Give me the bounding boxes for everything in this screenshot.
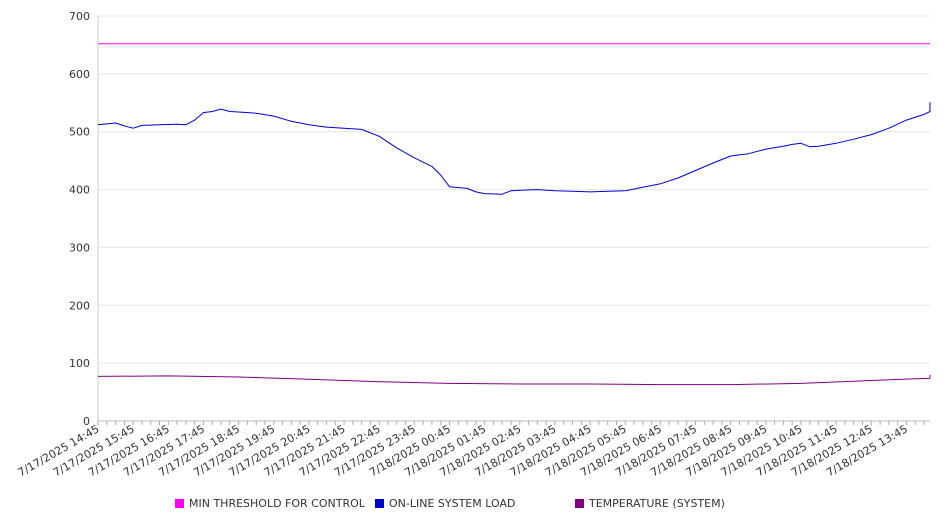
y-tick-label: 400 [69,184,90,197]
y-tick-label: 700 [69,10,90,23]
legend-swatch [575,499,584,508]
grid-lines [98,15,930,422]
y-tick-label: 100 [69,357,90,370]
series-line-2 [97,374,931,386]
legend-swatch [175,499,184,508]
legend-label: ON-LINE SYSTEM LOAD [389,497,516,510]
legend-item-min-threshold[interactable]: MIN THRESHOLD FOR CONTROL [175,497,365,510]
x-axis: 7/17/2025 14:457/17/2025 15:457/17/2025 … [16,16,925,479]
legend-label: TEMPERATURE (SYSTEM) [589,497,725,510]
legend-item-system-load[interactable]: ON-LINE SYSTEM LOAD [375,497,515,510]
legend-label: MIN THRESHOLD FOR CONTROL [189,497,365,510]
y-tick-label: 300 [69,241,90,254]
series-lines [97,43,931,386]
y-tick-label: 500 [69,126,90,139]
legend-swatch [375,499,384,508]
y-tick-label: 200 [69,299,90,312]
y-tick-label: 0 [83,415,90,428]
legend-item-temperature[interactable]: TEMPERATURE (SYSTEM) [575,497,725,510]
y-tick-label: 600 [69,68,90,81]
series-line-1 [97,102,931,195]
legend: MIN THRESHOLD FOR CONTROL ON-LINE SYSTEM… [0,497,946,513]
y-axis: 0 100 200 300 400 500 600 700 [69,10,90,428]
